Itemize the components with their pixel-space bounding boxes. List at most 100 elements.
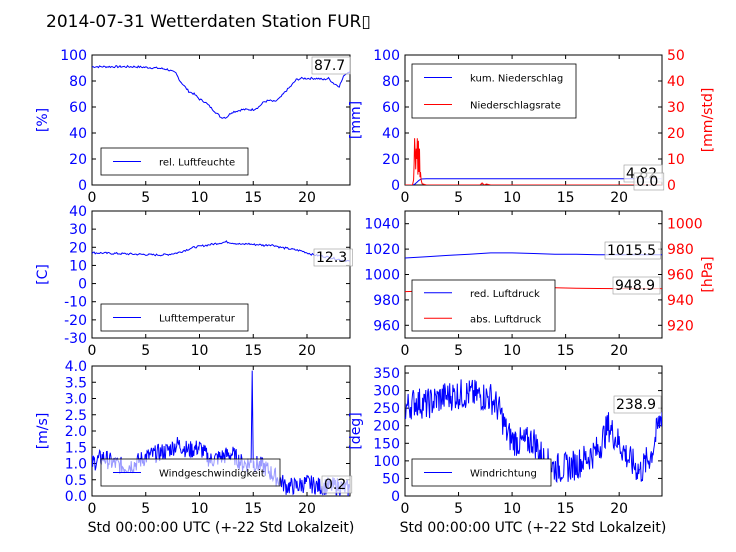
y-tick-label: -20 — [64, 313, 87, 329]
x-tick-label: 20 — [610, 501, 628, 517]
legend-box — [100, 147, 249, 176]
y-tick-label: 80 — [69, 74, 87, 90]
x-tick-label: 0 — [401, 501, 410, 517]
y-tick-label: 1020 — [364, 242, 400, 258]
x-axis-label-right: Std 00:00:00 UTC (+-22 Std Lokalzeit) — [400, 520, 667, 536]
x-tick-label: 15 — [244, 190, 262, 206]
x-tick-label: 20 — [298, 501, 316, 517]
y-tick-label: 0 — [391, 489, 400, 505]
y-tick-label: 980 — [373, 293, 400, 309]
x-tick-label: 10 — [191, 343, 209, 359]
x-tick-label: 5 — [141, 190, 150, 206]
x-tick-label: 0 — [401, 190, 410, 206]
y-tick-label: 2.0 — [65, 424, 87, 440]
y2-tick-label: 20 — [667, 126, 685, 142]
value-annotation: 0.2 — [324, 477, 346, 493]
value-annotation: 0.0 — [636, 174, 658, 190]
y-tick-label: 200 — [373, 419, 400, 435]
y-tick-label: 100 — [373, 48, 400, 64]
series-line-1 — [405, 138, 662, 185]
y-tick-label: 20 — [69, 152, 87, 168]
y2-axis-label: [hPa] — [700, 256, 716, 292]
value-annotation: 87.7 — [314, 58, 345, 74]
figure-title: 2014-07-31 Wetterdaten Station FUR▯ — [46, 12, 371, 32]
y-tick-label: 0.0 — [65, 489, 87, 505]
y-tick-label: 150 — [373, 436, 400, 452]
x-tick-label: 0 — [401, 343, 410, 359]
y-tick-label: 2.5 — [65, 408, 87, 424]
value-annotation-box — [633, 172, 665, 191]
value-annotation-box — [311, 56, 351, 75]
x-tick-label: 5 — [454, 190, 463, 206]
panel-humidity: 0 5 10 15 20 0 20 40 60 80 100 [%] rel. Luftfeuchte 8… — [35, 48, 351, 206]
x-tick-label: 20 — [298, 343, 316, 359]
x-tick-label: 20 — [610, 190, 628, 206]
y-tick-label: 10 — [69, 258, 87, 274]
y-tick-label: 1000 — [364, 268, 400, 284]
x-tick-label: 15 — [557, 190, 575, 206]
y-tick-label: 0 — [391, 178, 400, 194]
y-tick-label: 100 — [60, 48, 87, 64]
plot-lines — [405, 379, 662, 484]
legend-label: Lufttemperatur — [159, 314, 236, 325]
x-axis-label-left: Std 00:00:00 UTC (+-22 Std Lokalzeit) — [88, 520, 355, 536]
y-tick-label: 0.5 — [65, 473, 87, 489]
y-tick-label: 3.0 — [65, 392, 87, 408]
x-tick-label: 5 — [141, 343, 150, 359]
plot-lines — [405, 138, 662, 185]
series-line-0 — [405, 379, 662, 484]
x-tick-label: 15 — [244, 501, 262, 517]
y2-tick-label: 940 — [667, 293, 694, 309]
y-tick-label: 0 — [78, 178, 87, 194]
series-line-0 — [92, 64, 350, 119]
y2-tick-label: 30 — [667, 100, 685, 116]
value-annotation: 1015.5 — [607, 243, 656, 259]
panel-wind_dir: 0 5 10 15 20050100150200250300350[deg]Windri… — [348, 365, 663, 517]
legend-box — [411, 63, 577, 119]
x-tick-label: 5 — [454, 501, 463, 517]
value-annotation-box — [612, 276, 661, 295]
y-tick-label: 350 — [373, 366, 400, 382]
panel-temperature: 0 5 10 15 20 -30 -20 -10 0 10 20 30 40 [C] Lufttempera… — [35, 204, 353, 359]
y-tick-label: 20 — [69, 240, 87, 256]
y2-tick-label: 980 — [667, 242, 694, 258]
x-tick-label: 10 — [503, 501, 521, 517]
series-line-0 — [405, 178, 662, 185]
x-tick-label: 0 — [88, 501, 97, 517]
y-tick-label: 50 — [382, 471, 400, 487]
series-line-0 — [92, 240, 350, 263]
legend-box — [411, 279, 556, 332]
y-tick-label: 40 — [69, 204, 87, 220]
x-tick-label: 0 — [88, 343, 97, 359]
y2-tick-label: 920 — [667, 318, 694, 334]
value-annotation-box — [613, 395, 662, 414]
y-tick-label: 60 — [69, 100, 87, 116]
legend-label: abs. Luftdruck — [470, 314, 541, 325]
y-axis-label: [%] — [35, 108, 51, 132]
x-tick-label: 10 — [503, 190, 521, 206]
y-tick-label: 40 — [382, 126, 400, 142]
value-annotation-box — [313, 248, 353, 267]
panel-wind_speed: 0 5 10 15 20 0.00.51.01.52.02.53.03.54.0 [m/s]… — [35, 359, 353, 517]
y2-tick-label: 50 — [667, 48, 685, 64]
y-tick-label: 960 — [373, 318, 400, 334]
value-annotation: 238.9 — [616, 397, 656, 413]
y-tick-label: 80 — [382, 74, 400, 90]
y-tick-label: -10 — [64, 295, 87, 311]
plot-lines — [92, 64, 350, 119]
legend-label: rel. Luftfeuchte — [159, 158, 235, 169]
x-tick-label: 15 — [557, 343, 575, 359]
x-tick-label: 10 — [191, 190, 209, 206]
legend-label: Windrichtung — [470, 469, 537, 480]
y2-axis-label: [mm/std] — [700, 88, 716, 153]
x-tick-label: 10 — [191, 501, 209, 517]
x-tick-label: 10 — [503, 343, 521, 359]
x-tick-label: 0 — [88, 190, 97, 206]
legend-label: kum. Niederschlag — [470, 74, 563, 85]
value-annotation: 948.9 — [615, 278, 655, 294]
y-tick-label: 1.5 — [65, 440, 87, 456]
y-axis-label: [C] — [35, 264, 51, 285]
y-tick-label: 30 — [69, 222, 87, 238]
y2-tick-label: 0 — [667, 178, 676, 194]
